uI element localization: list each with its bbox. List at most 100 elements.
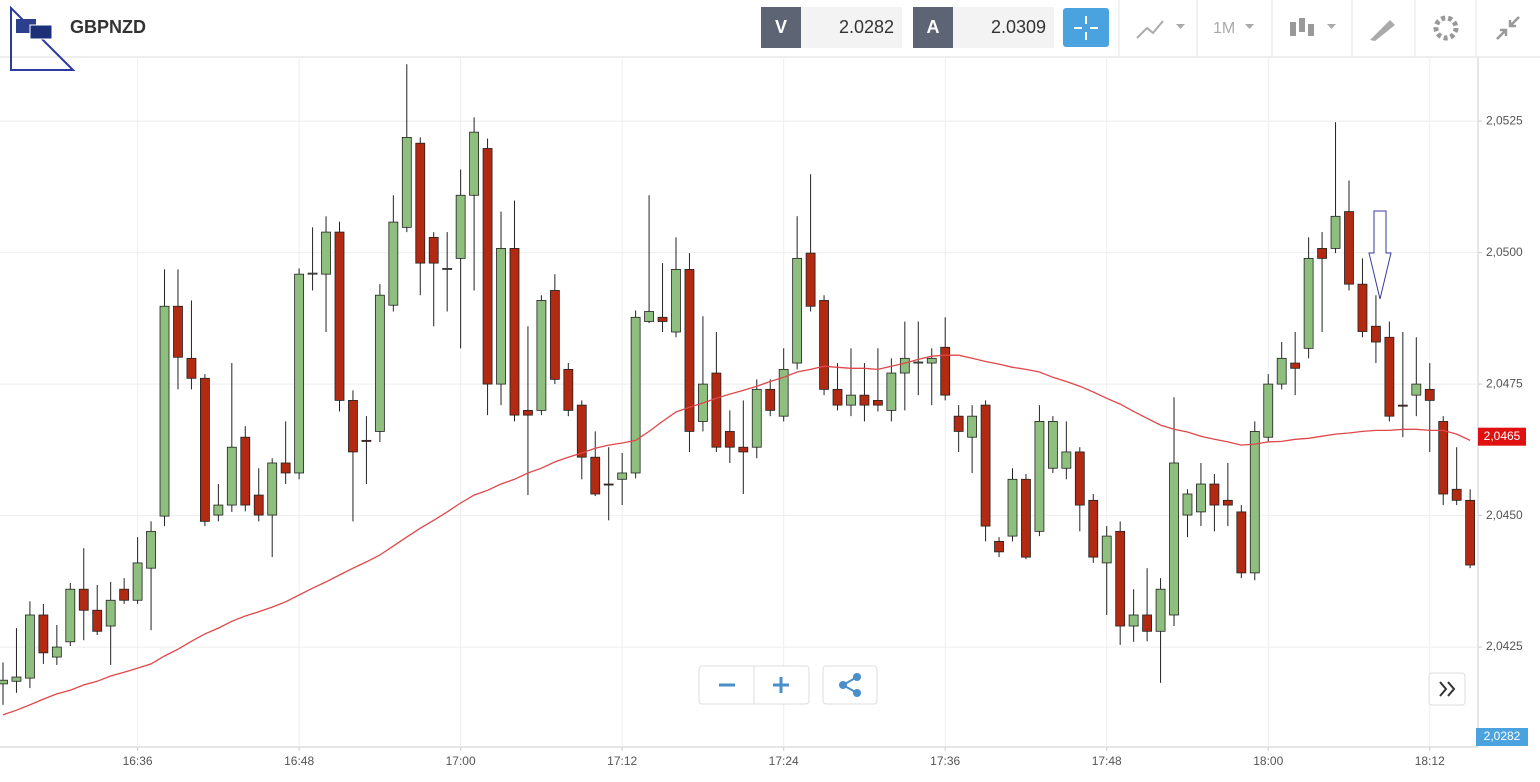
dropdown-caret — [1245, 24, 1254, 29]
x-tick-label: 17:00 — [446, 754, 476, 768]
candle-body — [1115, 530, 1126, 627]
y-tick-label: 2,0450 — [1486, 508, 1523, 522]
candle-body — [1155, 588, 1166, 632]
candle-body — [644, 311, 654, 322]
candle-body — [873, 399, 883, 406]
share-button[interactable] — [822, 665, 878, 705]
candle-body — [630, 316, 641, 474]
candle-body — [846, 394, 856, 406]
candle-body — [819, 300, 829, 390]
candle-body — [1330, 215, 1341, 249]
candle-body — [78, 588, 89, 611]
collapse-icon[interactable] — [1496, 16, 1520, 40]
candle-body — [859, 394, 870, 406]
candle-body — [980, 404, 991, 527]
candle-body — [926, 357, 937, 364]
zoom-controls — [698, 665, 1466, 706]
bid-badge — [1476, 728, 1528, 746]
candle-body — [603, 483, 614, 486]
candle-body — [0, 679, 8, 685]
candle-body — [92, 609, 103, 632]
candle-body — [469, 131, 480, 196]
candle-body — [11, 676, 22, 682]
candle-body — [1182, 493, 1193, 516]
x-tick-label: 18:12 — [1415, 754, 1445, 768]
candle-body — [348, 399, 358, 453]
candle-body — [1088, 499, 1099, 558]
candle-body — [1236, 511, 1247, 574]
candle-body — [724, 431, 735, 448]
candle-body — [415, 142, 426, 264]
candle-body — [307, 272, 318, 275]
candle-body — [1424, 388, 1435, 401]
candle-body — [751, 388, 762, 448]
ask-price: 2.0309 — [991, 17, 1046, 37]
bid-price: 2.0282 — [839, 17, 894, 37]
settings-icon[interactable] — [1433, 15, 1459, 41]
candle-body — [1209, 483, 1220, 506]
interval[interactable]: 1M — [1213, 20, 1235, 37]
candle-body — [509, 247, 520, 416]
dropdown-caret — [1327, 24, 1336, 29]
candle-body — [226, 446, 237, 506]
candle-body — [563, 368, 574, 411]
candle-body — [940, 346, 951, 396]
candle-body — [711, 372, 722, 448]
candle-body — [186, 357, 197, 379]
candle-body — [886, 372, 897, 411]
chart-type-icon[interactable] — [1136, 20, 1164, 39]
candle-body — [132, 562, 143, 601]
draw-icon[interactable] — [1370, 20, 1395, 41]
candle-body — [119, 588, 130, 601]
candle-body — [105, 599, 116, 627]
candle-body — [1196, 483, 1206, 513]
crosshair-button[interactable] — [1063, 8, 1109, 47]
y-tick-label: 2,0475 — [1486, 376, 1523, 390]
flag-nz — [29, 24, 53, 40]
candle-body — [1411, 383, 1422, 396]
x-tick-label: 17:24 — [769, 754, 799, 768]
plot-area: 2,0425 2,0450 2,0475 2,0500 2,0525 16:36 16:48… — [0, 58, 1523, 768]
candle-body — [684, 269, 695, 432]
candle-body — [1007, 478, 1018, 537]
x-tick-label: 17:36 — [930, 754, 960, 768]
dropdown-caret — [1176, 24, 1185, 29]
candle-body — [428, 236, 439, 264]
x-tick-label: 16:48 — [284, 754, 314, 768]
last-value-badge — [1478, 427, 1526, 446]
candle-body — [361, 439, 372, 442]
candle-body — [401, 137, 412, 228]
last-value-label: 2,0465 — [1484, 429, 1521, 443]
candle-body — [1465, 499, 1476, 566]
candle-body — [765, 388, 776, 411]
candle-icon[interactable] — [1290, 18, 1314, 36]
candle-body — [1222, 499, 1233, 506]
arrow-annotation — [1368, 210, 1392, 300]
candle-body — [1276, 357, 1287, 385]
candle-body — [590, 456, 601, 495]
candle-body — [953, 415, 964, 432]
scroll-right-icon — [1439, 681, 1456, 697]
candle-body — [994, 540, 1004, 553]
ask-box[interactable] — [953, 7, 1054, 48]
candle-body — [1021, 478, 1031, 558]
candle-body — [51, 646, 62, 658]
x-tick-label: 17:12 — [607, 754, 637, 768]
bid-badge-label: 2,0282 — [1484, 729, 1521, 743]
candle-body — [1371, 325, 1381, 343]
candle-body — [146, 530, 156, 569]
bid-box[interactable] — [801, 7, 902, 48]
candle-body — [65, 588, 76, 643]
crosshair-icon — [1074, 16, 1098, 40]
x-tick-label: 18:00 — [1253, 754, 1283, 768]
candle-body — [321, 231, 331, 275]
toolbar: GBPNZD V 2.0282 A 2.0309 1M — [0, 0, 1540, 71]
zoom-in[interactable] — [773, 677, 789, 693]
candle-body — [967, 415, 978, 438]
candle-body — [1263, 383, 1274, 438]
candle-body — [617, 472, 628, 480]
candle-body — [442, 267, 453, 270]
symbol: GBPNZD — [70, 17, 146, 37]
candle-body — [1303, 257, 1314, 349]
